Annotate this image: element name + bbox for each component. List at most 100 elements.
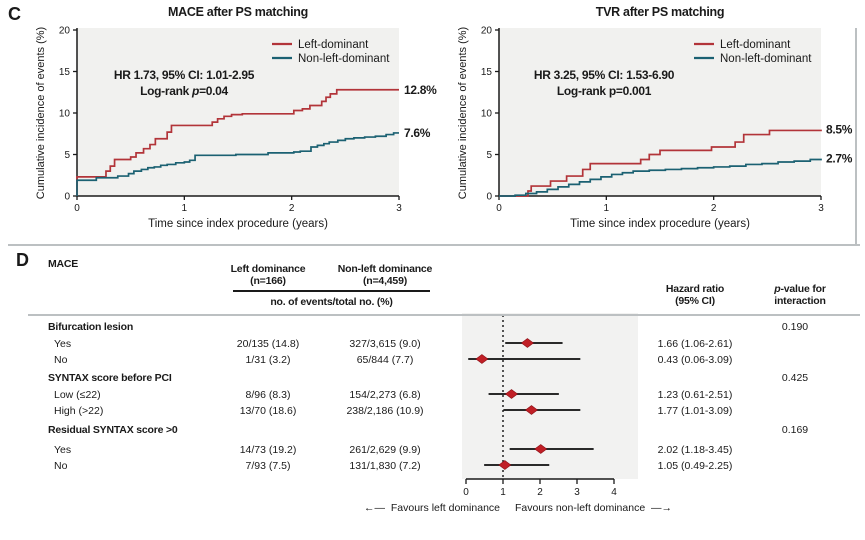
non-left-dominance-value: 238/2,186 (10.9) [346,405,424,417]
y-tick-label: 20 [481,26,493,37]
forest-row-group-label: SYNTAX score before PCI [48,372,172,384]
hr-diamond-marker [498,460,512,470]
forest-row-label: Low (≤22) [54,389,101,401]
curve-end-label: 8.5% [826,123,853,137]
x-tick-label: 2 [711,203,717,214]
table-header-rule [28,314,860,316]
forest-row-label: Yes [54,444,72,456]
left-arrow-icon: ← [364,502,375,514]
y-axis-label: Cumulative incidence of events (%) [457,27,469,199]
y-tick-label: 20 [59,26,71,37]
x-tick-label: 1 [604,203,610,214]
y-tick-label: 15 [481,67,493,78]
hr-diamond-marker [520,338,534,348]
left-dominance-value: 14/73 (19.2) [239,444,297,456]
non-left-dominance-value: 261/2,629 (9.9) [349,444,421,456]
x-tick-label: 3 [396,203,402,214]
forest-axis-tick-label: 1 [500,487,506,498]
plot-background [499,28,821,196]
non-left-dominance-value: 327/3,615 (9.0) [349,338,421,350]
hr-diamond-marker [524,405,538,415]
chart-title: MACE after PS matching [168,5,308,19]
hr-diamond-marker [534,444,548,454]
right-arrow-icon: → [661,502,673,514]
forest-axis-tick-label: 2 [537,487,543,498]
left-dominance-value: 13/70 (18.6) [239,405,297,417]
column-header-left-dominance: Left dominance (n=166) [230,263,306,287]
left-dominance-value: 20/135 (14.8) [236,338,300,350]
x-axis-label: Time since index procedure (years) [570,218,750,230]
curve-end-label: 2.7% [826,152,853,166]
hazard-ratio-value: 1.77 (1.01-3.09) [657,405,733,417]
y-tick-label: 10 [59,109,71,120]
column-header-non-left-dominance: Non-left dominance (n=4,459) [337,263,433,287]
left-dominance-value: 7/93 (7.5) [245,460,291,472]
left-dominance-value: 8/96 (8.3) [245,389,291,401]
legend-label: Left-dominant [298,39,369,51]
hr-annotation: HR 3.25, 95% CI: 1.53-6.90 [534,68,675,82]
forest-row-label: High (>22) [54,405,104,417]
hr-diamond-marker [505,389,519,399]
forest-row-label: No [54,460,68,472]
x-tick-label: 0 [496,203,502,214]
panel-c-label: C [8,4,21,24]
x-tick-label: 3 [818,203,824,214]
non-left-dominance-value: 131/1,830 (7.2) [349,460,421,472]
logrank-annotation: Log-rank p=0.04 [140,84,228,98]
forest-background [462,313,638,479]
x-tick-label: 1 [182,203,188,214]
hazard-ratio-value: 0.43 (0.06-3.09) [657,354,733,366]
column-header-hazard-ratio: Hazard ratio (95% CI) [665,283,725,307]
non-left-dominance-value: 154/2,273 (6.8) [349,389,421,401]
x-tick-label: 0 [74,203,80,214]
forest-row-label: Yes [54,338,72,350]
column-header-p-interaction: p-value for interaction [774,283,826,307]
x-axis-label: Time since index procedure (years) [148,218,328,230]
favours-right-label: Favours non-left dominance —→ [515,502,673,514]
column-header-underline [233,290,430,292]
favours-left-label: ←— Favours left dominance [364,502,500,514]
panel-d-label: D [16,250,29,270]
km-curve-left-dominant [76,88,399,196]
chart-title: TVR after PS matching [596,5,724,19]
km-curve-non-left-dominant [76,132,399,196]
km-curve-left-dominant [499,129,822,197]
y-tick-label: 0 [486,192,492,203]
hazard-ratio-value: 1.05 (0.49-2.25) [657,460,733,472]
legend-label: Left-dominant [720,39,791,51]
y-tick-label: 0 [64,192,70,203]
forest-plot: 0 1 2 3 4 [462,313,638,498]
forest-row-group-label: Bifurcation lesion [48,321,134,333]
y-tick-label: 5 [64,150,70,161]
forest-table-title: MACE [48,258,79,270]
y-tick-label: 10 [481,109,493,120]
right-border-line [855,28,857,245]
interaction-p-value: 0.425 [781,372,809,384]
logrank-annotation: Log-rank p=0.001 [557,84,652,98]
interaction-p-value: 0.169 [781,424,809,436]
y-tick-label: 15 [59,67,71,78]
curve-end-label: 7.6% [404,126,431,140]
legend-label: Non-left-dominant [298,53,390,65]
left-dominance-value: 1/31 (3.2) [245,354,291,366]
km-chart-mace: 0 5 10 15 20 0 1 2 3 MACE after PS matching Time s… [35,5,437,230]
km-chart-tvr: 0 5 10 15 20 0 1 2 3 TVR after PS matching Time si… [457,5,853,230]
hazard-ratio-value: 1.23 (0.61-2.51) [657,389,733,401]
hazard-ratio-value: 1.66 (1.06-2.61) [657,338,733,350]
curve-end-label: 12.8% [404,83,437,97]
x-tick-label: 2 [289,203,295,214]
y-tick-label: 5 [486,150,492,161]
hr-annotation: HR 1.73, 95% CI: 1.01-2.95 [114,68,255,82]
forest-axis-tick-label: 0 [463,487,469,498]
events-subheader: no. of events/total no. (%) [270,296,393,308]
hazard-ratio-value: 2.02 (1.18-3.45) [657,444,733,456]
forest-row-label: No [54,354,68,366]
forest-axis-tick-label: 4 [611,487,617,498]
hr-diamond-marker [475,354,489,364]
forest-row-group-label: Residual SYNTAX score >0 [48,424,178,436]
plot-background [77,28,399,196]
non-left-dominance-value: 65/844 (7.7) [356,354,414,366]
y-axis-label: Cumulative incidence of events (%) [35,27,47,199]
